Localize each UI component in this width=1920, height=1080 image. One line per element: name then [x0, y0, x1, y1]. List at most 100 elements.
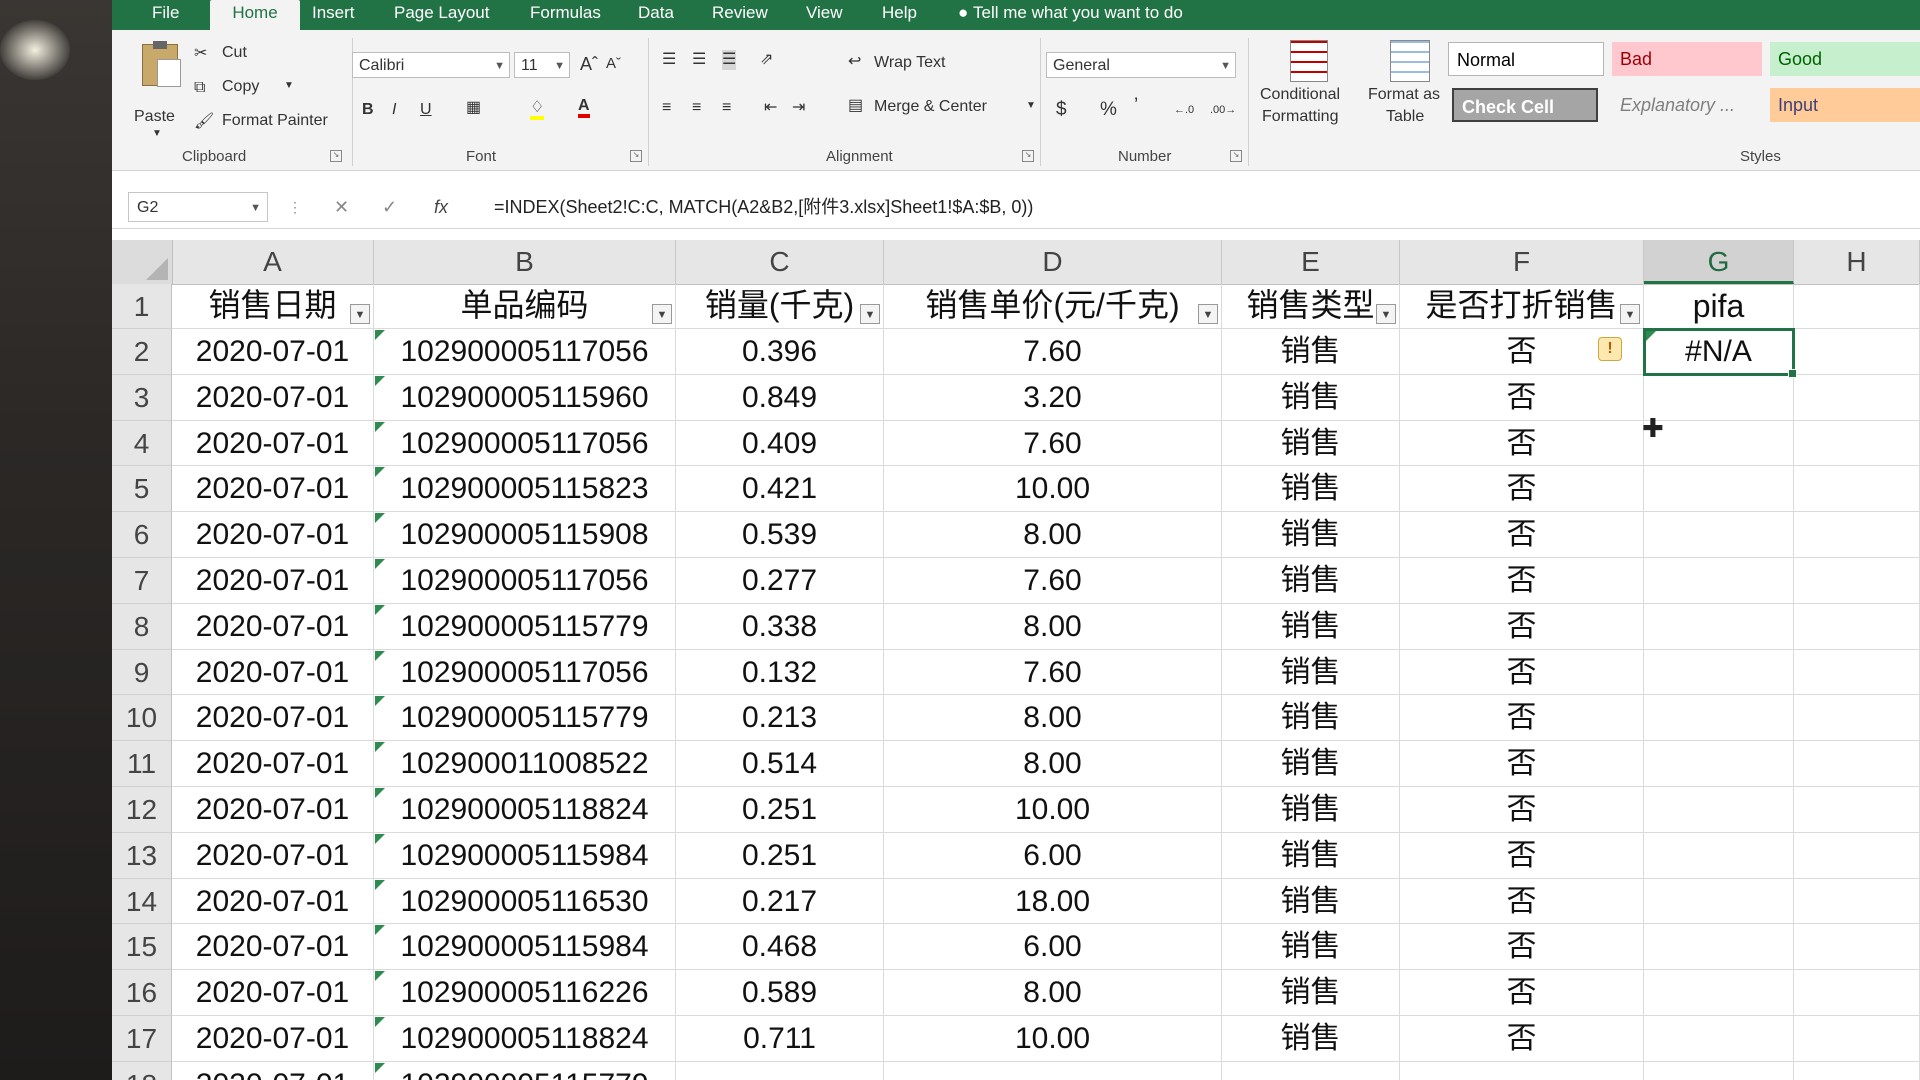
- cancel-icon[interactable]: ✕: [334, 197, 350, 217]
- cell-sale-date[interactable]: 2020-07-01: [172, 512, 374, 558]
- cell-sale-type[interactable]: 销售: [1222, 1016, 1400, 1062]
- cell-item-code[interactable]: 102900005115984: [374, 832, 676, 879]
- empty-cell[interactable]: [1794, 420, 1920, 467]
- increase-decimal-icon[interactable]: ←.0: [1174, 104, 1195, 116]
- orientation-icon[interactable]: ⇗: [760, 51, 774, 68]
- cell-discount[interactable]: 否: [1400, 558, 1644, 604]
- number-launcher-icon[interactable]: ↘: [1230, 150, 1242, 162]
- copy-button[interactable]: ⧉ Copy ▼: [194, 78, 334, 100]
- font-size-select[interactable]: 11 ▼: [514, 52, 570, 78]
- cell-item-code[interactable]: 102900005118824: [374, 787, 676, 833]
- cell-quantity[interactable]: 0.539: [676, 512, 884, 558]
- empty-cell[interactable]: [1644, 970, 1794, 1016]
- cell-sale-date[interactable]: 2020-07-01: [172, 878, 374, 925]
- decrease-indent-icon[interactable]: ⇤: [764, 99, 778, 116]
- cell-item-code[interactable]: 102900005115984: [374, 924, 676, 971]
- header-cell-quantity[interactable]: 销量(千克) ▼: [676, 284, 884, 329]
- cell-item-code[interactable]: 102900005115823: [374, 466, 676, 513]
- cell-unit-price[interactable]: 8.00: [884, 512, 1222, 558]
- cell-quantity[interactable]: 0.711: [676, 1016, 884, 1062]
- style-check-cell[interactable]: Check Cell: [1452, 88, 1598, 122]
- empty-cell[interactable]: [1644, 1061, 1794, 1080]
- header-cell-item-code[interactable]: 单品编码 ▼: [374, 284, 676, 329]
- cell-item-code[interactable]: 102900005116530: [374, 878, 676, 925]
- cell-quantity[interactable]: 0.251: [676, 787, 884, 833]
- bold-button[interactable]: B: [362, 101, 374, 118]
- header-cell-unit-price[interactable]: 销售单价(元/千克) ▼: [884, 284, 1222, 329]
- enter-icon[interactable]: ✓: [382, 197, 398, 217]
- row-header-15[interactable]: 15: [112, 924, 172, 971]
- row-header-9[interactable]: 9: [112, 649, 172, 696]
- empty-cell[interactable]: [1644, 924, 1794, 971]
- cell-unit-price[interactable]: 8.00: [884, 970, 1222, 1016]
- empty-cell[interactable]: [1644, 374, 1794, 421]
- empty-cell[interactable]: [1794, 329, 1920, 375]
- paste-button[interactable]: Paste ▼: [132, 41, 192, 144]
- empty-cell[interactable]: [1644, 649, 1794, 696]
- cell-unit-price[interactable]: 7.60: [884, 329, 1222, 375]
- cell-item-code[interactable]: 102900005117056: [374, 649, 676, 696]
- cell-discount[interactable]: 否: [1400, 512, 1644, 558]
- empty-cell[interactable]: [1644, 787, 1794, 833]
- underline-button[interactable]: U: [420, 101, 432, 118]
- cell-item-code[interactable]: 102900005117056: [374, 558, 676, 604]
- cell-discount[interactable]: 否: [1400, 878, 1644, 925]
- cell-discount[interactable]: 否: [1400, 970, 1644, 1016]
- cell-quantity[interactable]: 0.251: [676, 832, 884, 879]
- cell-quantity[interactable]: 0.421: [676, 466, 884, 513]
- cell-unit-price[interactable]: 8.00: [884, 695, 1222, 742]
- row-header-1[interactable]: 1: [112, 284, 172, 329]
- cell-unit-price[interactable]: 7.60: [884, 649, 1222, 696]
- cell-discount[interactable]: 否: [1400, 603, 1644, 650]
- empty-cell[interactable]: [1644, 466, 1794, 513]
- tell-me-search[interactable]: ● Tell me what you want to do: [958, 0, 1183, 30]
- empty-cell[interactable]: [1794, 787, 1920, 833]
- cell-unit-price[interactable]: 8.00: [884, 741, 1222, 787]
- empty-cell[interactable]: [1794, 878, 1920, 925]
- column-header-a[interactable]: A: [172, 240, 374, 284]
- tab-review[interactable]: Review: [712, 3, 768, 22]
- formula-input[interactable]: =INDEX(Sheet2!C:C, MATCH(A2&B2,[附件3.xlsx…: [494, 197, 1034, 217]
- decrease-decimal-icon[interactable]: .00→: [1210, 104, 1237, 116]
- empty-cell[interactable]: [1794, 649, 1920, 696]
- empty-cell[interactable]: [1794, 558, 1920, 604]
- cell-unit-price[interactable]: [884, 1061, 1222, 1080]
- align-left-icon[interactable]: ≡: [662, 99, 672, 116]
- cell-unit-price[interactable]: 10.00: [884, 466, 1222, 513]
- empty-cell[interactable]: [1794, 924, 1920, 971]
- format-painter-button[interactable]: 🖌 Format Painter: [194, 112, 414, 134]
- font-color-icon[interactable]: A: [578, 96, 590, 118]
- cell-item-code[interactable]: 102900005118824: [374, 1016, 676, 1062]
- empty-cell[interactable]: [1794, 832, 1920, 879]
- row-header-13[interactable]: 13: [112, 832, 172, 879]
- align-middle-icon[interactable]: ☰: [692, 51, 707, 68]
- row-header-16[interactable]: 16: [112, 970, 172, 1016]
- cell-sale-type[interactable]: 销售: [1222, 741, 1400, 787]
- row-header-12[interactable]: 12: [112, 787, 172, 833]
- tab-file[interactable]: File: [152, 3, 180, 22]
- conditional-formatting-button[interactable]: Conditional Formatting: [1256, 40, 1360, 148]
- cell-sale-type[interactable]: 销售: [1222, 649, 1400, 696]
- cell-sale-type[interactable]: 销售: [1222, 558, 1400, 604]
- cell-sale-date[interactable]: 2020-07-01: [172, 603, 374, 650]
- column-header-d[interactable]: D: [884, 240, 1222, 284]
- column-header-h[interactable]: H: [1794, 240, 1920, 284]
- empty-cell[interactable]: [1794, 374, 1920, 421]
- cell-unit-price[interactable]: 8.00: [884, 603, 1222, 650]
- cell-quantity[interactable]: [676, 1061, 884, 1080]
- header-cell-sale-date[interactable]: 销售日期 ▼: [172, 284, 374, 329]
- wrap-text-button[interactable]: ↩ Wrap Text: [848, 52, 968, 76]
- cell-unit-price[interactable]: 3.20: [884, 374, 1222, 421]
- cell-sale-date[interactable]: 2020-07-01: [172, 1061, 374, 1080]
- column-header-b[interactable]: B: [374, 240, 676, 284]
- cell-discount[interactable]: 否: [1400, 787, 1644, 833]
- cell-discount[interactable]: 否: [1400, 924, 1644, 971]
- cell-sale-date[interactable]: 2020-07-01: [172, 649, 374, 696]
- empty-cell[interactable]: [1644, 741, 1794, 787]
- cell-sale-date[interactable]: 2020-07-01: [172, 695, 374, 742]
- tab-data[interactable]: Data: [638, 3, 674, 22]
- increase-indent-icon[interactable]: ⇥: [792, 99, 806, 116]
- row-header-7[interactable]: 7: [112, 558, 172, 604]
- error-warning-icon[interactable]: !: [1598, 337, 1622, 361]
- cell-quantity[interactable]: 0.217: [676, 878, 884, 925]
